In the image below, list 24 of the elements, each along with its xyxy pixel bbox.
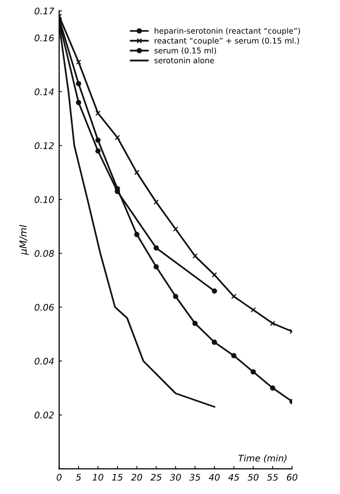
x-tick-label: 40 xyxy=(208,474,220,481)
x-tick-label: 20 xyxy=(131,474,142,481)
x-tick-label: 55 xyxy=(267,474,278,481)
y-tick-label: 0.16 xyxy=(34,34,54,42)
x-tick-label: 45 xyxy=(228,474,240,481)
x-tick-label: 10 xyxy=(92,474,104,481)
y-tick-label: 0.12 xyxy=(34,142,54,150)
x-tick-label: 50 xyxy=(248,474,259,481)
y-tick-label: 0.08 xyxy=(34,250,54,257)
x-tick-label: 0 xyxy=(56,474,62,481)
y-tick-label: 0.10 xyxy=(34,196,54,203)
x-tick-label: 30 xyxy=(170,474,181,481)
x-tick-label: 25 xyxy=(150,474,162,481)
x-axis-title: Time (min) xyxy=(238,454,286,463)
y-tick-label: 0.17 xyxy=(34,8,54,14)
x-tick-label: 60 xyxy=(286,474,298,481)
y-tick-label: 0.02 xyxy=(34,412,54,418)
x-tick-label: 5 xyxy=(76,474,81,481)
y-axis-title: μM/ml xyxy=(19,224,29,255)
y-tick-label: 0.06 xyxy=(34,304,54,311)
x-tick-label: 35 xyxy=(189,474,200,481)
y-tick-label: 0.04 xyxy=(34,358,54,365)
x-tick-label: 15 xyxy=(112,474,123,481)
y-tick-label: 0.14 xyxy=(34,88,54,96)
